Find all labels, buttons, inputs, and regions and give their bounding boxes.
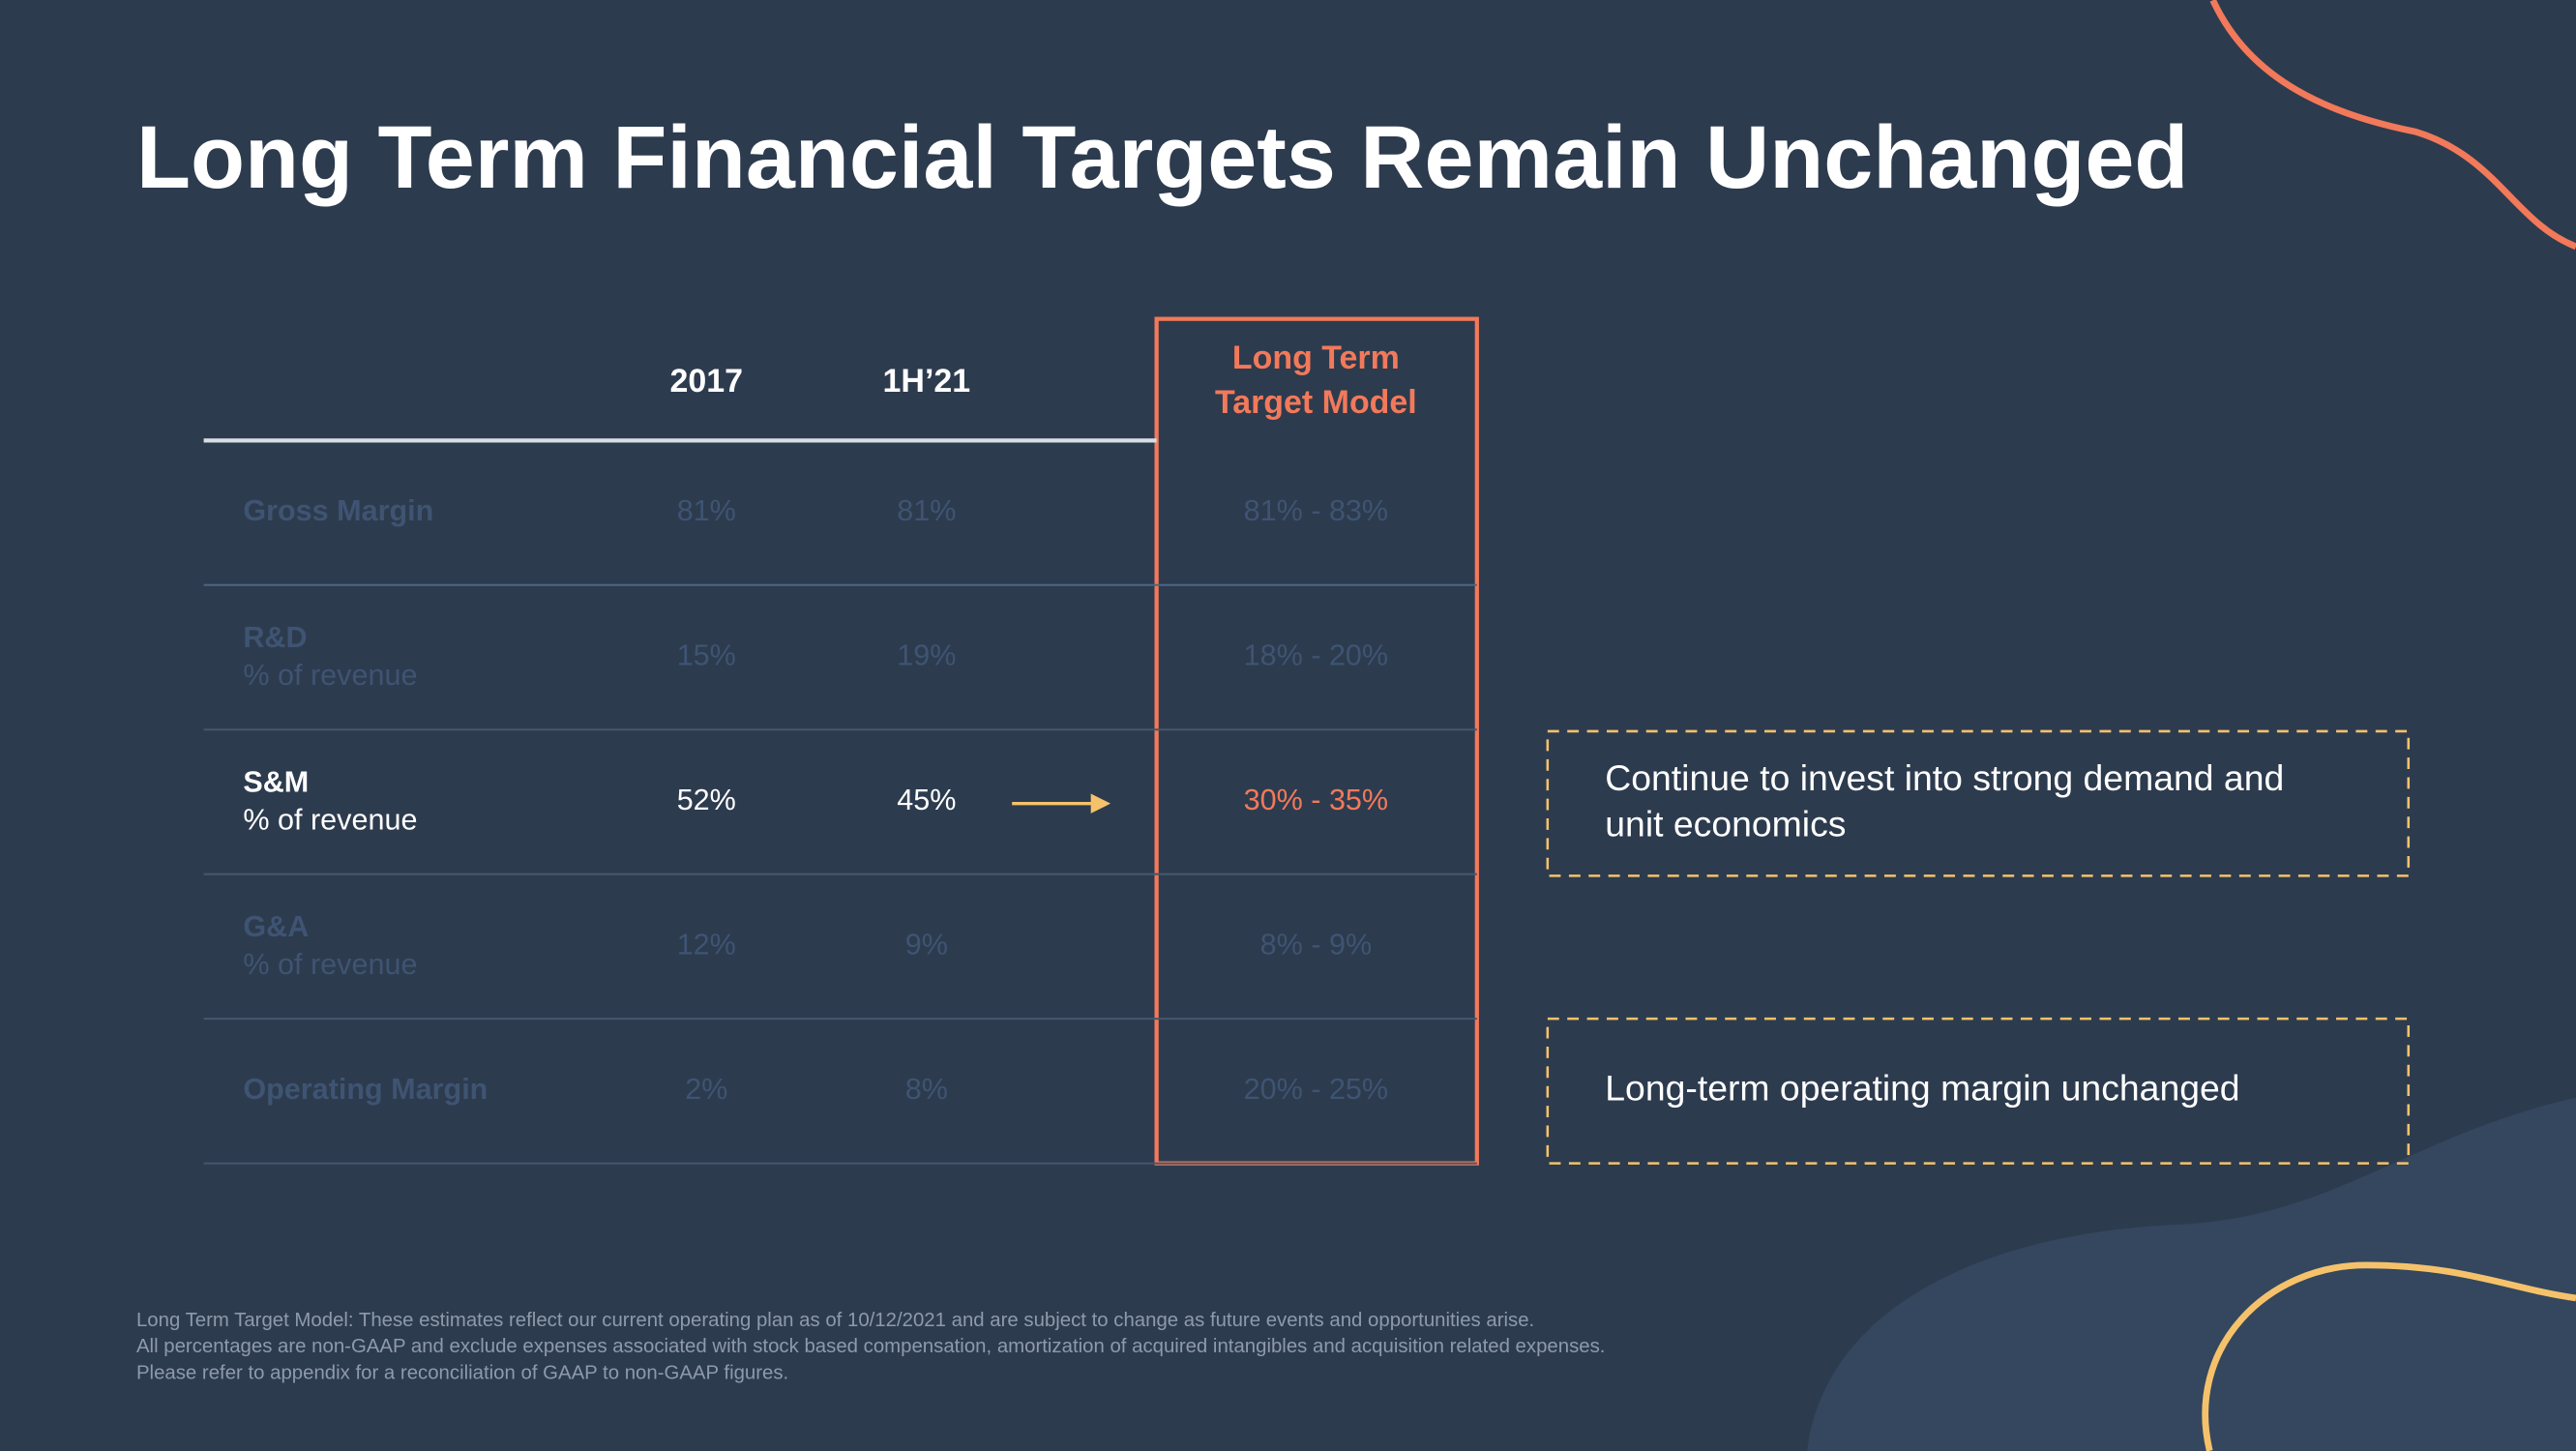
target-header: Target Model (1215, 384, 1417, 421)
cell-value: 12% (677, 929, 736, 962)
row-label: Gross Margin (243, 494, 433, 527)
cell-value: 81% - 83% (1244, 494, 1389, 527)
cell-value: 45% (897, 784, 956, 816)
row-sublabel: % of revenue (243, 659, 417, 692)
row-label: S&M (243, 765, 309, 798)
cell-value: 52% (677, 784, 736, 816)
callout-text: Continue to invest into strong demand an… (1605, 757, 2284, 798)
callout-box (1546, 1017, 2411, 1165)
row-label: R&D (243, 621, 307, 654)
footnote: Long Term Target Model: These estimates … (136, 1310, 1534, 1331)
callout-text: Long-term operating margin unchanged (1605, 1068, 2239, 1109)
row-label: Operating Margin (243, 1073, 488, 1106)
cell-value: 18% - 20% (1244, 639, 1389, 672)
cell-value: 81% (677, 494, 736, 527)
cell-value: 30% - 35% (1244, 784, 1389, 816)
cell-value: 8% - 9% (1260, 929, 1373, 962)
row-sublabel: % of revenue (243, 803, 417, 836)
cell-value: 9% (905, 929, 948, 962)
target-header: Long Term (1232, 340, 1400, 376)
footnote: All percentages are non-GAAP and exclude… (136, 1336, 1606, 1357)
callout-box (1546, 729, 2411, 877)
decor-curve (2209, 0, 2576, 251)
decor-blob (1807, 1097, 2576, 1451)
callout-text: unit economics (1605, 803, 1846, 844)
content: 2017 1H’21 Long Term Target Model Gross Marg… (136, 340, 2411, 1383)
column-header: 2017 (670, 363, 744, 400)
cell-value: 2% (685, 1073, 727, 1106)
cell-value: 81% (897, 494, 956, 527)
arrow-head (1090, 793, 1111, 814)
footnote: Please refer to appendix for a reconcili… (136, 1362, 788, 1383)
cell-value: 20% - 25% (1244, 1073, 1389, 1106)
cell-value: 15% (677, 639, 736, 672)
decor-curve (2202, 1261, 2576, 1451)
slide-title: Long Term Financial Targets Remain Uncha… (136, 108, 2188, 207)
cell-value: 19% (897, 639, 956, 672)
row-sublabel: % of revenue (243, 948, 417, 981)
row-label: G&A (243, 910, 309, 943)
column-header: 1H’21 (883, 363, 971, 400)
cell-value: 8% (905, 1073, 948, 1106)
